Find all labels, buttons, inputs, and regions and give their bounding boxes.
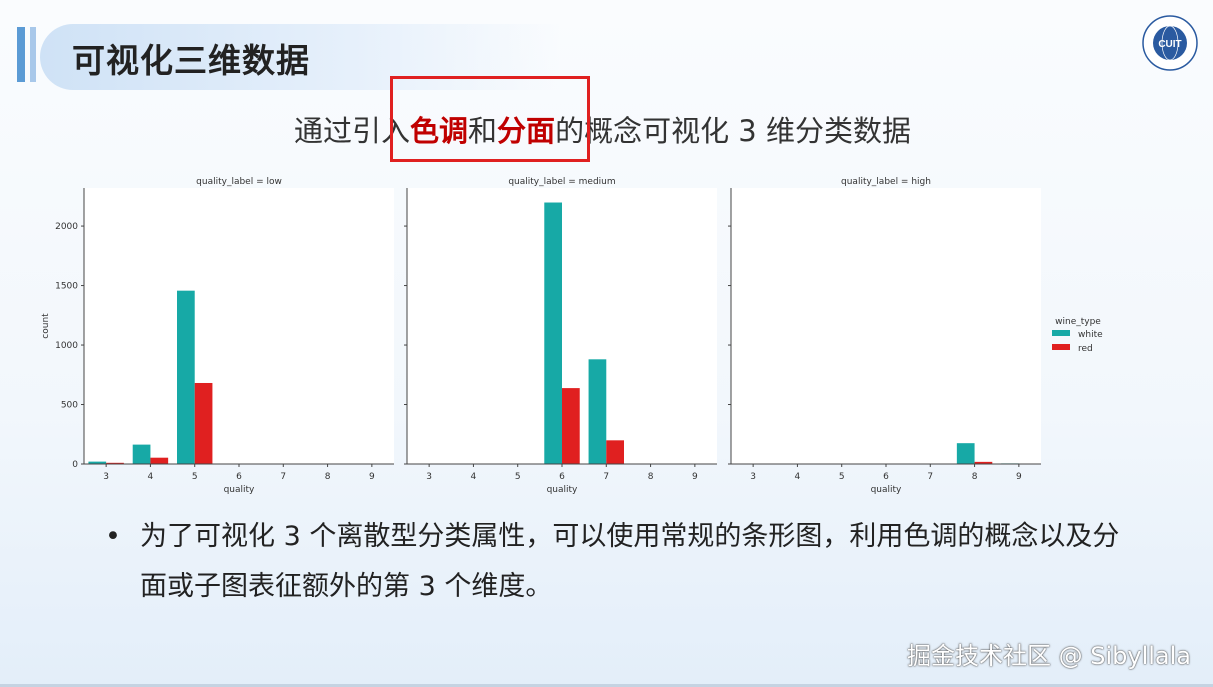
bar-white-6 [544, 202, 562, 464]
x-tick-label: 4 [471, 472, 477, 482]
x-tick-label: 3 [426, 472, 432, 482]
university-logo: CUIT [1142, 15, 1198, 71]
plot-area [84, 188, 394, 464]
faceted-bar-chart: quality_label = low 3 4 5 6 7 8 9 0 500 1000 1500 20… [41, 177, 1103, 495]
bar-white-4 [132, 444, 151, 464]
x-tick-label: 3 [750, 472, 756, 482]
title-background [40, 24, 560, 90]
x-tick-label: 8 [972, 472, 978, 482]
x-tick-label: 9 [692, 472, 698, 482]
x-axis-label: quality [547, 485, 578, 495]
legend-title: wine_type [1055, 317, 1101, 327]
bottom-divider [0, 684, 1213, 687]
bar-white-3 [88, 461, 107, 464]
legend-swatch-white [1052, 330, 1070, 336]
x-tick-label: 4 [148, 472, 154, 482]
plot-area [731, 188, 1041, 464]
slide-title: 可视化三维数据 [72, 41, 310, 80]
x-tick-label: 8 [325, 472, 331, 482]
legend-label-white: white [1078, 330, 1103, 340]
x-tick-label: 6 [236, 472, 242, 482]
bullet-text: 为了可视化 3 个离散型分类属性，可以使用常规的条形图，利用色调的概念以及分面或… [140, 521, 1120, 602]
subtitle-text: 的概念可视化 3 维分类数据 [555, 114, 911, 148]
watermark: 掘金技术社区 @ Sibyllala [906, 642, 1191, 670]
y-tick-label: 1500 [55, 282, 78, 292]
slide-subtitle: 通过引入色调和分面的概念可视化 3 维分类数据 [294, 108, 911, 150]
x-tick-label: 5 [192, 472, 198, 482]
svg-text:CUIT: CUIT [1158, 39, 1181, 50]
x-tick-label: 7 [603, 472, 609, 482]
panel-title: quality_label = low [196, 177, 282, 187]
bullet-list: • 为了可视化 3 个离散型分类属性，可以使用常规的条形图，利用色调的概念以及分… [100, 512, 1140, 612]
x-tick-label: 9 [1016, 472, 1022, 482]
y-axis-label: count [41, 313, 51, 339]
x-tick-label: 7 [927, 472, 933, 482]
y-tick-label: 500 [61, 401, 78, 411]
subtitle-text: 和 [468, 114, 498, 148]
bar-white-7 [588, 359, 607, 464]
bar-red-3 [106, 462, 124, 464]
y-tick-label: 2000 [55, 222, 78, 232]
y-tick-label: 1000 [55, 341, 78, 351]
x-axis-label: quality [224, 485, 255, 495]
panel-title: quality_label = high [841, 177, 931, 187]
subtitle-highlight-hue: 色调 [410, 114, 469, 148]
title-accent-bar-light [30, 27, 36, 82]
bar-white-8 [956, 443, 975, 464]
x-tick-label: 7 [280, 472, 286, 482]
legend-label-red: red [1078, 344, 1093, 354]
x-tick-label: 5 [515, 472, 521, 482]
panel-title: quality_label = medium [508, 177, 615, 187]
bar-red-5 [194, 382, 213, 464]
bar-red-8 [974, 461, 993, 464]
x-tick-label: 6 [559, 472, 565, 482]
x-axis-label: quality [871, 485, 902, 495]
x-tick-label: 5 [839, 472, 845, 482]
x-tick-label: 6 [883, 472, 889, 482]
x-tick-label: 9 [369, 472, 375, 482]
x-tick-label: 4 [795, 472, 801, 482]
x-tick-label: 3 [103, 472, 109, 482]
highlight-box [390, 76, 590, 162]
legend-swatch-red [1052, 344, 1070, 350]
bar-white-5 [177, 290, 195, 464]
bar-red-4 [150, 457, 169, 464]
bar-red-7 [606, 440, 624, 464]
y-tick-label: 0 [72, 460, 78, 470]
subtitle-highlight-facet: 分面 [497, 114, 556, 148]
x-tick-label: 8 [648, 472, 654, 482]
title-accent-bar [17, 27, 25, 82]
bullet-dot: • [105, 521, 121, 552]
bar-red-6 [562, 388, 580, 464]
